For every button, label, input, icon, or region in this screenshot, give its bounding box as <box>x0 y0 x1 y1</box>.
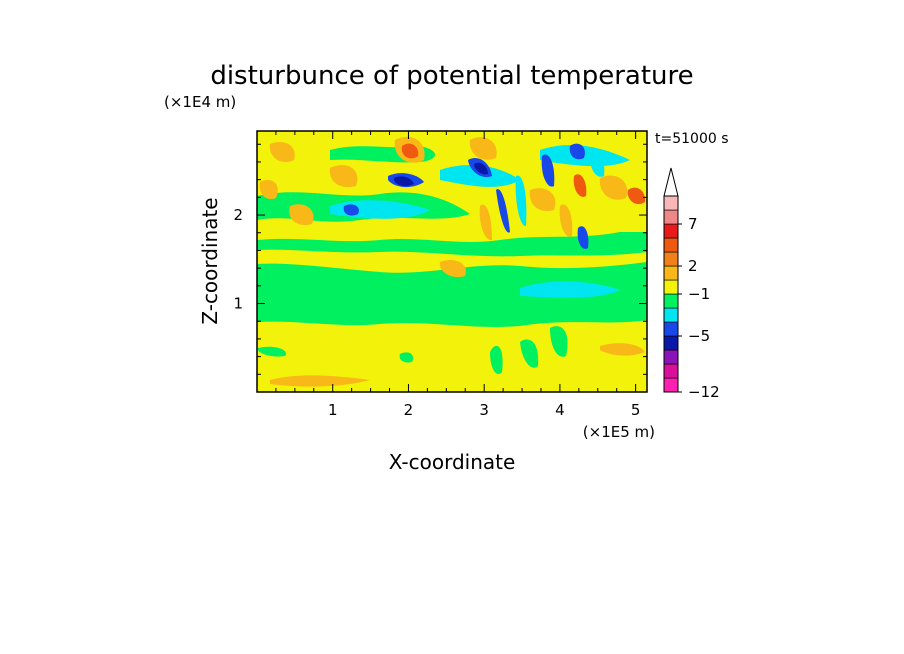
plot-frame <box>256 130 648 393</box>
y-tick-label: 2 <box>233 206 243 224</box>
y-axis-label: Z-coordinate <box>198 197 222 324</box>
contour-orange-upper-4 <box>259 179 278 200</box>
colorbar-swatch <box>663 335 679 351</box>
contour-green-low-4 <box>550 326 568 357</box>
chart-title: disturbunce of potential temperature <box>210 61 693 91</box>
time-label: t=51000 s <box>655 131 729 147</box>
y-unit-label: (×1E4 m) <box>164 93 236 111</box>
colorbar-swatch <box>663 349 679 365</box>
colorbar-tick-label: −5 <box>688 327 710 345</box>
colorbar-swatch <box>663 321 679 337</box>
colorbar-swatch <box>663 265 679 281</box>
colorbar-swatch <box>663 279 679 295</box>
colorbar-swatch <box>663 377 679 393</box>
wave-streak-5 <box>577 226 589 249</box>
contour-orange-upper-5 <box>289 204 314 226</box>
x-tick-label: 3 <box>479 401 489 419</box>
contour-orange-upper-8 <box>599 175 628 200</box>
wave-streak-3 <box>541 154 555 187</box>
wave-streak-1 <box>496 189 510 233</box>
colorbar-swatch <box>663 209 679 225</box>
contour-cyan-4 <box>540 145 630 167</box>
contour-darkblue-2 <box>474 162 488 175</box>
colorbar-tick-label: −12 <box>688 383 720 401</box>
colorbar-swatch <box>663 237 679 253</box>
contour-redorange-1 <box>401 143 419 159</box>
contour-orange-upper-1 <box>269 141 295 163</box>
colorbar-swatch <box>663 363 679 379</box>
wave-streaks <box>479 148 605 249</box>
colorbar-swatch <box>663 223 679 239</box>
colorbar-tick-label: 2 <box>688 257 698 275</box>
contour-orange-upper-6 <box>469 137 497 160</box>
contour-green-low-1 <box>258 346 286 357</box>
x-tick-label: 4 <box>555 401 565 419</box>
contour-orange-low-2 <box>600 343 645 356</box>
wave-streak-2 <box>515 175 527 227</box>
colorbar-swatch <box>663 293 679 309</box>
x-unit-label: (×1E5 m) <box>583 423 655 441</box>
contour-cyan-2 <box>520 281 620 298</box>
colorbar-extend-arrow <box>663 167 679 197</box>
colorbar-swatch <box>663 307 679 323</box>
contour-green-low-2 <box>490 345 503 374</box>
contour-orange-upper-3 <box>329 165 358 188</box>
x-tick-label: 2 <box>404 401 414 419</box>
contour-orange-low-1 <box>270 375 370 387</box>
wave-streak-4 <box>559 204 573 237</box>
contour-orange-upper-7 <box>529 188 556 212</box>
contour-redorange-2 <box>627 187 646 205</box>
contour-green-low-3 <box>520 339 539 368</box>
contour-green-low-5 <box>399 352 414 363</box>
contour-blue-4 <box>569 143 585 160</box>
colorbar-swatch <box>663 251 679 267</box>
wave-streak-8 <box>573 174 587 197</box>
contour-orange-upper-9 <box>439 259 466 278</box>
x-tick-label: 5 <box>631 401 641 419</box>
colorbar: 7 2 −1 −5 −12 <box>663 167 720 401</box>
x-tick-label: 1 <box>328 401 338 419</box>
y-tick-label: 1 <box>233 295 243 313</box>
contour-darkblue-1 <box>394 176 414 187</box>
contour-band-lower <box>257 320 647 392</box>
wave-streak-7 <box>589 148 605 177</box>
contour-cyan-3 <box>440 165 520 187</box>
y-axis: 12 <box>233 143 647 375</box>
wave-streak-6 <box>479 204 492 241</box>
contour-field <box>257 131 647 392</box>
x-axis-label: X-coordinate <box>389 450 516 474</box>
x-axis: 1 2 3 4 5 <box>275 131 641 419</box>
contour-green-upper-2 <box>257 232 647 257</box>
colorbar-tick-label: 7 <box>688 215 698 233</box>
contour-blue-2 <box>343 204 359 216</box>
colorbar-swatch <box>663 195 679 211</box>
colorbar-tick-label: −1 <box>688 285 710 303</box>
